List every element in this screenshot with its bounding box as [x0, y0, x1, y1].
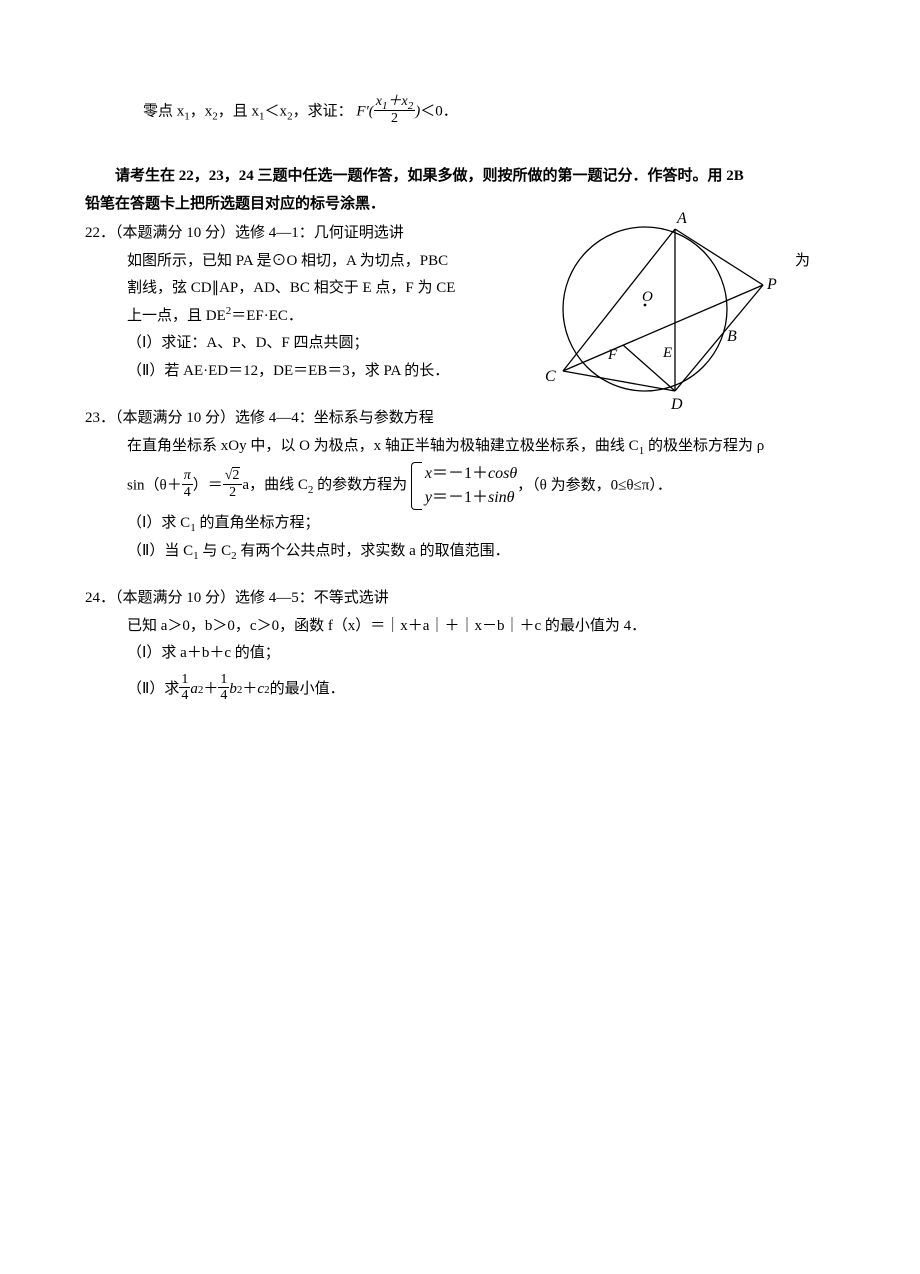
q23-l2: sin（θ＋π4）＝√22a，曲线 C2 的参数方程为 x＝－1＋cosθ y＝…	[85, 461, 835, 511]
label-F: F	[607, 347, 618, 363]
top-fragment: 零点 x1，x2，且 x1＜x2，求证： F′(x1＋x22)＜0．	[85, 90, 835, 134]
label-O: O	[642, 289, 653, 305]
F-prime: F′(	[356, 103, 373, 119]
q22-l5: （Ⅱ）若 AE·ED＝12，DE＝EB＝3，求 PA 的长．	[85, 359, 525, 385]
q22-l1-right: 为	[795, 249, 810, 275]
line-DP	[675, 285, 763, 391]
parametric-system: x＝－1＋cosθ y＝－1＋sinθ	[411, 462, 517, 510]
question-22: 22．（本题满分 10 分）选修 4—1：几何证明选讲 如图所示，已知 PA 是…	[85, 221, 835, 384]
circle-diagram: A P B O E F C D	[535, 209, 785, 414]
circle-o	[563, 227, 727, 391]
frag-text: 零点 x1，x2，且 x1＜x2，求证： F′(x1＋x22)＜0．	[143, 96, 458, 128]
label-D: D	[670, 396, 683, 413]
fraction: x1＋x22	[374, 94, 415, 126]
q23-l1: 在直角坐标系 xOy 中，以 O 为极点，x 轴正半轴为极轴建立极坐标系，曲线 …	[85, 434, 835, 460]
label-A: A	[676, 210, 687, 227]
label-E: E	[662, 345, 672, 361]
q24-header: 24．（本题满分 10 分）选修 4—5：不等式选讲	[85, 586, 835, 612]
line-AP	[675, 229, 763, 285]
q22-l2: 割线，弦 CD∥AP，AD、BC 相交于 E 点，F 为 CE	[85, 276, 525, 302]
q24-l1: 已知 a＞0，b＞0，c＞0，函数 f（x）＝｜x＋a｜＋｜x－b｜＋c 的最小…	[85, 614, 835, 640]
selection-instruction-l1: 请考生在 22，23，24 三题中任选一题作答，如果多做，则按所做的第一题记分．…	[85, 164, 835, 190]
q23-l4: （Ⅱ）当 C1 与 C2 有两个公共点时，求实数 a 的取值范围．	[85, 539, 835, 565]
question-23: 23．（本题满分 10 分）选修 4—4：坐标系与参数方程 在直角坐标系 xOy…	[85, 406, 835, 564]
q22-l3: 上一点，且 DE2＝EF·EC．	[85, 304, 525, 330]
line-AC	[563, 229, 675, 371]
label-P: P	[766, 276, 777, 293]
q22-l1: 如图所示，已知 PA 是⊙O 相切，A 为切点，PBC	[85, 249, 525, 275]
q22-figure: A P B O E F C D	[535, 209, 785, 424]
q24-l3: （Ⅱ）求 14 a2＋ 14 b2＋c2 的最小值．	[85, 669, 835, 711]
q22-l4: （Ⅰ）求证：A、P、D、F 四点共圆；	[85, 331, 525, 357]
question-24: 24．（本题满分 10 分）选修 4—5：不等式选讲 已知 a＞0，b＞0，c＞…	[85, 586, 835, 711]
label-C: C	[545, 368, 556, 385]
q24-l2: （Ⅰ）求 a＋b＋c 的值；	[85, 641, 835, 667]
line-CD	[563, 371, 675, 391]
q23-l3: （Ⅰ）求 C1 的直角坐标方程；	[85, 511, 835, 537]
label-B: B	[727, 328, 737, 345]
